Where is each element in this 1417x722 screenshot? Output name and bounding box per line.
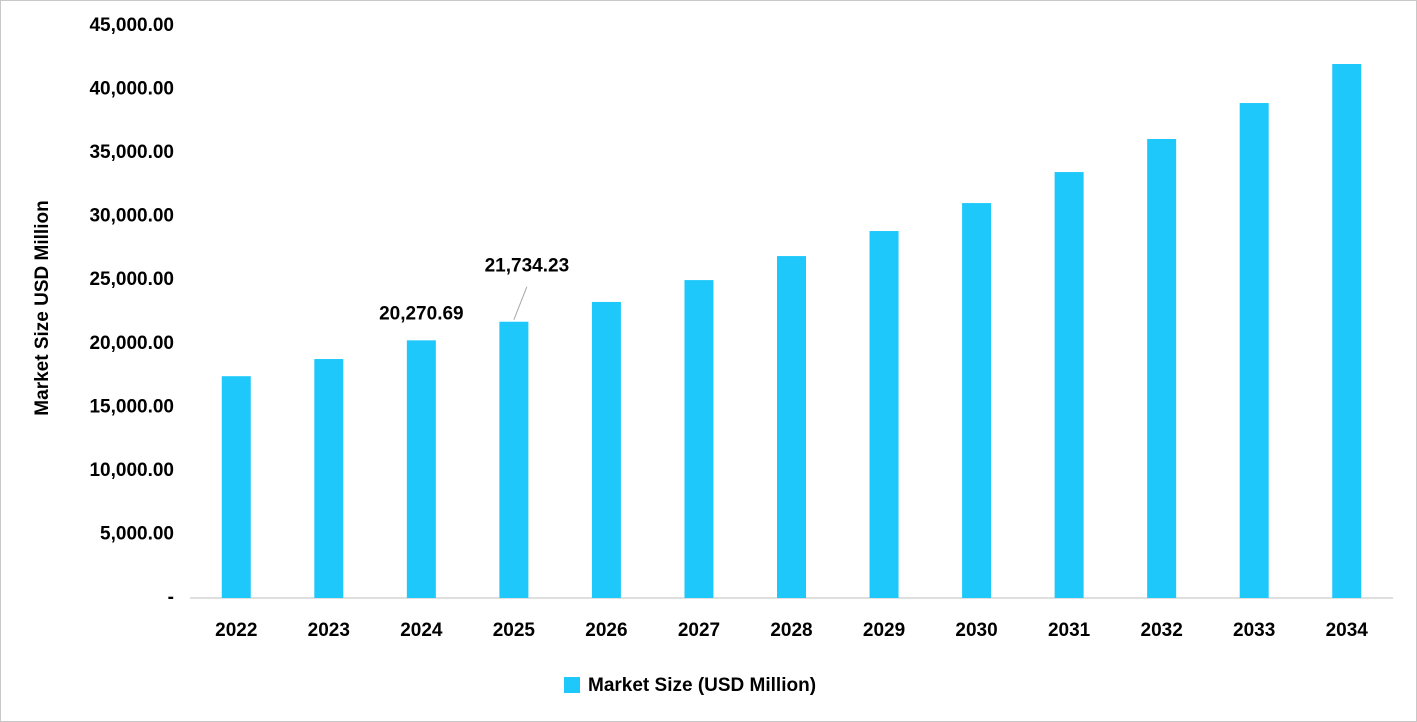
x-tick-label: 2023 xyxy=(308,620,350,641)
y-tick-label: 30,000.00 xyxy=(89,206,174,227)
bar xyxy=(221,376,251,598)
x-tick-label: 2026 xyxy=(585,620,627,641)
bar xyxy=(1054,172,1084,598)
x-tick-label: 2029 xyxy=(863,620,905,641)
bar xyxy=(499,321,529,598)
y-tick-label: 35,000.00 xyxy=(89,142,174,163)
leader-line xyxy=(513,286,528,320)
x-tick-label: 2030 xyxy=(955,620,997,641)
bar xyxy=(684,280,714,598)
bar xyxy=(314,359,344,598)
bar xyxy=(1332,64,1362,598)
y-axis-title: Market Size USD Million xyxy=(32,200,53,415)
bar xyxy=(962,203,992,598)
data-label: 21,734.23 xyxy=(485,256,570,277)
bar xyxy=(1239,103,1269,599)
x-tick-label: 2034 xyxy=(1326,620,1369,641)
bar xyxy=(1147,139,1177,599)
x-tick-label: 2028 xyxy=(770,620,812,641)
bar xyxy=(406,340,436,598)
x-tick-label: 2031 xyxy=(1048,620,1091,641)
x-tick-label: 2024 xyxy=(400,620,443,641)
x-tick-label: 2032 xyxy=(1141,620,1183,641)
y-tick-label: 20,000.00 xyxy=(89,333,174,354)
x-tick-label: 2027 xyxy=(678,620,720,641)
y-tick-label: 40,000.00 xyxy=(89,79,174,100)
legend-swatch xyxy=(564,677,580,693)
x-tick-label: 2025 xyxy=(493,620,536,641)
bar xyxy=(869,231,899,599)
y-tick-label: 25,000.00 xyxy=(89,269,174,290)
x-tick-label: 2022 xyxy=(215,620,257,641)
y-tick-label: 10,000.00 xyxy=(89,460,174,481)
data-label: 20,270.69 xyxy=(379,303,464,324)
y-tick-label: - xyxy=(168,587,174,608)
y-tick-label: 15,000.00 xyxy=(89,396,174,417)
bar xyxy=(777,256,806,598)
y-tick-label: 45,000.00 xyxy=(89,15,174,36)
x-tick-label: 2033 xyxy=(1233,620,1275,641)
y-tick-label: 5,000.00 xyxy=(100,523,174,544)
legend-label: Market Size (USD Million) xyxy=(588,675,816,696)
bar xyxy=(591,301,621,598)
